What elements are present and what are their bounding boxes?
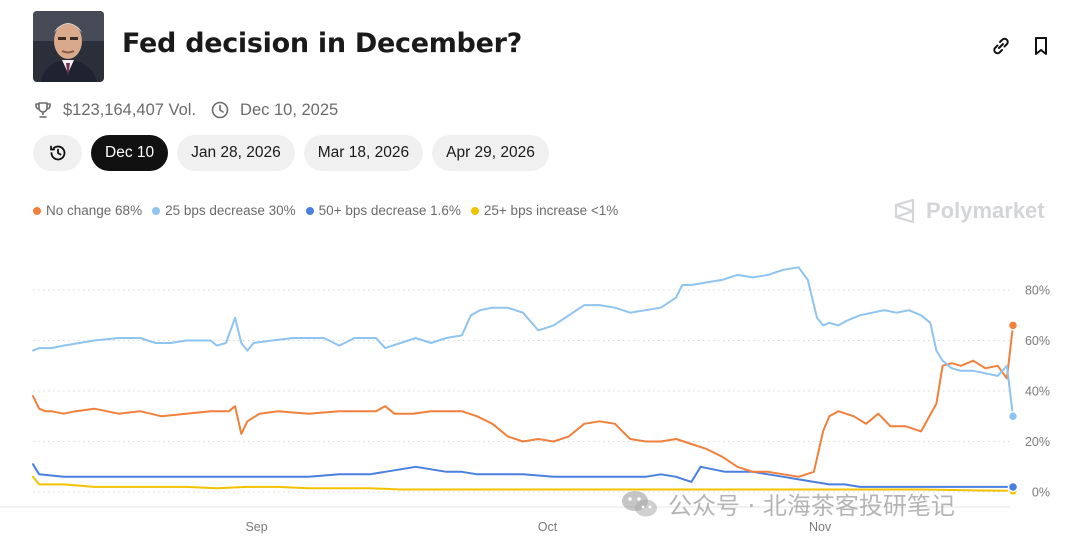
legend-item-25bps-increase: 25+ bps increase <1%	[470, 203, 619, 218]
trophy-icon	[33, 100, 53, 120]
y-tick-label: 80%	[1025, 284, 1050, 298]
series-line-25-bps-increase	[32, 475, 1014, 492]
series-line-25-bps-decrease	[32, 266, 1014, 418]
legend-label: 25 bps decrease 30%	[165, 203, 296, 218]
x-axis: Sep Oct Nov	[0, 506, 1010, 534]
x-tick-label: Sep	[245, 520, 267, 534]
legend-dot	[305, 206, 314, 215]
brand-name: Polymarket	[926, 198, 1045, 223]
chart-series	[32, 266, 1019, 496]
polymarket-logo: Polymarket	[892, 198, 1045, 224]
tab-jan-28-2026[interactable]: Jan 28, 2026	[177, 135, 295, 171]
chart-grid	[33, 289, 1010, 493]
bookmark-icon[interactable]	[1030, 35, 1052, 57]
legend-label: 50+ bps decrease 1.6%	[318, 203, 461, 218]
tab-dec-10[interactable]: Dec 10	[91, 135, 169, 171]
y-tick-label: 40%	[1025, 385, 1050, 399]
date-tabs: Dec 10 Jan 28, 2026 Mar 18, 2026 Apr 29,…	[33, 135, 549, 171]
series-end-point	[1007, 411, 1019, 422]
series-line-no-change	[32, 324, 1014, 478]
watermark-text: 公众号 · 北海茶客投研笔记	[668, 492, 955, 520]
clock-icon	[210, 100, 230, 120]
price-history-chart: Sep Oct Nov 0% 20% 40% 60% 80%	[0, 266, 1050, 534]
link-icon[interactable]	[990, 35, 1012, 57]
legend-label: 25+ bps increase <1%	[483, 203, 619, 218]
legend-item-no-change: No change 68%	[33, 203, 142, 218]
legend-item-50bps-decrease: 50+ bps decrease 1.6%	[305, 203, 461, 218]
x-tick-label: Nov	[809, 520, 832, 534]
polymarket-logo-icon	[894, 198, 915, 224]
y-axis: 0% 20% 40% 60% 80%	[1025, 284, 1050, 500]
end-date-text: Dec 10, 2025	[240, 100, 339, 119]
legend-dot	[470, 206, 479, 215]
chart-legend: No change 68% 25 bps decrease 30% 50+ bp…	[33, 203, 618, 218]
series-end-point	[1007, 481, 1019, 493]
market-meta: $123,164,407 Vol. Dec 10, 2025	[33, 99, 338, 121]
page-title: Fed decision in December?	[122, 28, 522, 59]
market-thumbnail	[33, 11, 104, 82]
series-end-point	[1007, 320, 1019, 331]
wechat-icon	[622, 490, 657, 516]
series-line-50-bps-decrease	[32, 463, 1014, 488]
x-tick-label: Oct	[538, 520, 558, 534]
volume-text: $123,164,407 Vol.	[63, 100, 197, 119]
legend-label: No change 68%	[46, 203, 143, 218]
history-icon	[49, 145, 65, 161]
tab-apr-29-2026[interactable]: Apr 29, 2026	[432, 135, 549, 171]
y-tick-label: 60%	[1025, 334, 1050, 348]
legend-dot	[152, 206, 161, 215]
y-tick-label: 20%	[1025, 435, 1050, 449]
legend-item-25bps-decrease: 25 bps decrease 30%	[152, 203, 296, 218]
tab-mar-18-2026[interactable]: Mar 18, 2026	[303, 135, 424, 171]
y-tick-label: 0%	[1032, 486, 1050, 500]
history-button[interactable]	[33, 135, 82, 171]
social-watermark: 公众号 · 北海茶客投研笔记	[620, 486, 1060, 521]
legend-dot	[33, 206, 41, 215]
